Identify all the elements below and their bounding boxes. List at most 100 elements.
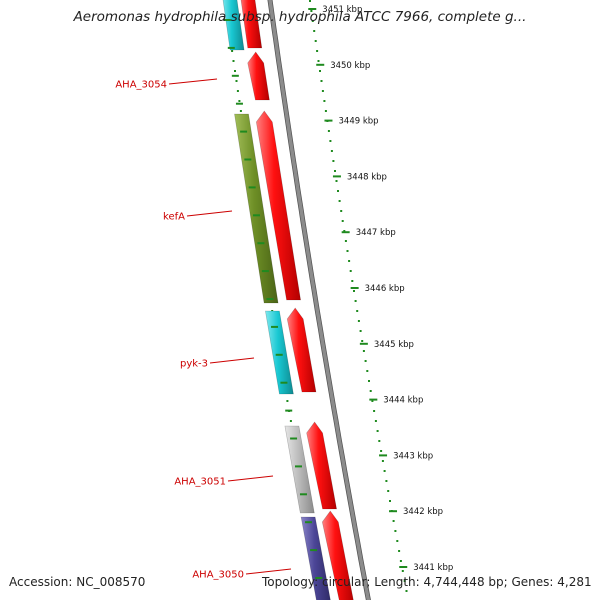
ruler-dot xyxy=(337,190,339,192)
gene-leader-line xyxy=(209,357,255,364)
ruler-dot xyxy=(321,90,324,92)
ruler-dot xyxy=(385,480,388,482)
ruler-dot xyxy=(356,310,359,312)
red-cds-pyk-3 xyxy=(286,307,317,393)
pyk-3-feature xyxy=(265,310,294,395)
backbone-line xyxy=(268,0,371,600)
ruler-tick-label: 3450 kbp xyxy=(330,61,370,71)
gene-label-AHA_3050: AHA_3050 xyxy=(192,570,244,581)
ruler-dot xyxy=(323,100,326,102)
ruler-dot xyxy=(376,430,379,432)
ruler-dot xyxy=(374,420,377,422)
gene-leader-line xyxy=(186,210,233,217)
inner-guide-dot xyxy=(286,400,289,402)
accession-text: Accession: NC_008570 xyxy=(9,575,146,589)
ruler-dot xyxy=(340,210,343,212)
inner-guide-dot xyxy=(289,420,292,422)
inner-guide-dot xyxy=(236,90,239,92)
ruler-dot xyxy=(320,80,323,82)
inner-guide-dot xyxy=(238,100,241,102)
ruler-dot xyxy=(319,70,321,72)
backbone xyxy=(267,0,371,600)
gene-label-pyk-3: pyk-3 xyxy=(180,359,208,370)
inner-guide-dot xyxy=(232,60,235,62)
ruler-dot xyxy=(332,160,335,162)
ruler-tick-label: 3447 kbp xyxy=(356,228,396,238)
ruler-dot xyxy=(366,370,369,372)
gene-leader-line xyxy=(168,78,218,85)
ruler-tick-label: 3442 kbp xyxy=(403,507,443,517)
gene-label-AHA_3051: AHA_3051 xyxy=(174,477,226,488)
ruler-tick-label: 3446 kbp xyxy=(365,284,405,294)
ruler-dot xyxy=(348,260,351,262)
ruler-dot xyxy=(334,170,336,172)
ruler-dot xyxy=(330,150,333,152)
ruler-dot xyxy=(327,130,330,132)
inner-guide-dot xyxy=(235,80,238,82)
ruler-dot xyxy=(373,410,376,412)
ruler-dot xyxy=(371,400,374,402)
ruler-dot xyxy=(314,40,317,42)
feature-track xyxy=(222,0,354,600)
ruler-dot xyxy=(399,560,402,562)
ruler-dot xyxy=(335,180,338,182)
inner-guide-dot xyxy=(234,70,236,72)
ruler-dot xyxy=(394,530,397,532)
ruler-ticks: 3451 kbp 3450 kbp 3449 kbp 3448 kbp 3447 kbp… xyxy=(223,5,453,579)
ruler-dot xyxy=(357,320,360,322)
ruler-dot xyxy=(362,350,365,352)
ruler-dot xyxy=(354,300,357,302)
ruler-dot xyxy=(324,110,327,112)
gene-labels: AHA_3054 kefA pyk-3 AHA_3051 AHA_3050 xyxy=(115,78,292,581)
ruler-dot xyxy=(338,200,341,202)
ruler-dot xyxy=(310,10,313,12)
ruler-dot xyxy=(398,550,401,552)
ruler-dot xyxy=(380,450,383,452)
gene-leader-line xyxy=(245,568,292,575)
ruler-dot xyxy=(361,340,364,342)
kefA-feature xyxy=(234,113,279,304)
gene-label-AHA_3054: AHA_3054 xyxy=(115,80,167,91)
red-cds-AHA_3050 xyxy=(321,510,354,600)
topology-summary: Topology: circular; Length: 4,744,448 bp… xyxy=(262,575,592,589)
ruler-tick-label: 3451 kbp xyxy=(322,5,362,15)
ruler-dot xyxy=(359,330,362,332)
ruler-tick-label: 3448 kbp xyxy=(347,172,387,182)
ruler-dot xyxy=(341,220,344,222)
ruler-dot xyxy=(316,50,319,52)
ruler-dot xyxy=(343,230,346,232)
ruler-dot xyxy=(378,440,381,442)
ruler-dot xyxy=(392,520,395,522)
ruler-dot xyxy=(311,20,314,22)
ruler-tick-label: 3449 kbp xyxy=(339,117,379,127)
AHA_3051-feature xyxy=(284,425,315,514)
red-cds-top xyxy=(240,0,263,49)
ruler-dot xyxy=(313,30,316,32)
ruler-tick-label: 3443 kbp xyxy=(393,451,433,461)
ruler-dot xyxy=(351,280,354,282)
ruler-dot xyxy=(403,580,406,582)
ruler-tick-label: 3445 kbp xyxy=(374,340,414,350)
ruler-dot xyxy=(368,380,370,382)
ruler-dot xyxy=(389,500,391,502)
inner-guide-dot xyxy=(231,50,234,52)
ruler-dot xyxy=(401,570,404,572)
red-cds-kefA xyxy=(255,110,301,301)
ruler-tick-label: 3444 kbp xyxy=(383,396,423,406)
ruler-dot xyxy=(346,250,349,252)
ruler-dot xyxy=(381,460,384,462)
ruler-dot xyxy=(364,360,367,362)
map-title: Aeromonas hydrophila subsp. hydrophila A… xyxy=(73,9,527,25)
ruler-dot xyxy=(344,240,347,242)
gene-label-kefA: kefA xyxy=(163,212,185,223)
inner-guide-dot xyxy=(239,110,242,112)
ruler-dot xyxy=(396,540,399,542)
ruler-dot xyxy=(353,290,355,292)
ruler-dot xyxy=(317,60,320,62)
red-cds-AHA_3054 xyxy=(247,51,270,101)
cyan-feature-top xyxy=(222,0,245,51)
AHA_3050-feature xyxy=(300,516,331,600)
ruler-dot xyxy=(369,390,372,392)
gene-leader-line xyxy=(227,475,274,482)
